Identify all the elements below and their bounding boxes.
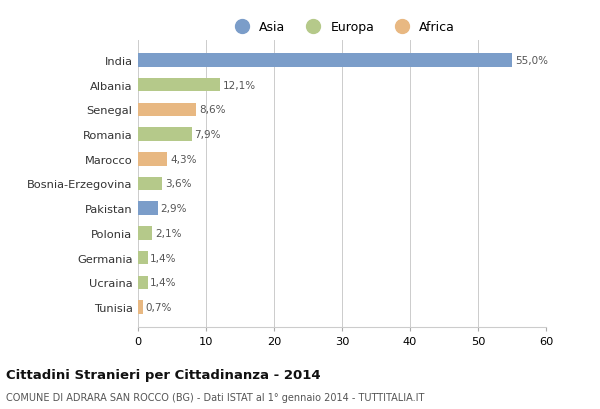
Text: 2,9%: 2,9% [160, 204, 187, 214]
Text: COMUNE DI ADRARA SAN ROCCO (BG) - Dati ISTAT al 1° gennaio 2014 - TUTTITALIA.IT: COMUNE DI ADRARA SAN ROCCO (BG) - Dati I… [6, 392, 424, 402]
Text: 8,6%: 8,6% [199, 105, 226, 115]
Text: 55,0%: 55,0% [515, 56, 548, 66]
Bar [138, 103, 196, 117]
Bar [138, 79, 220, 92]
Text: 2,1%: 2,1% [155, 228, 182, 238]
Text: 1,4%: 1,4% [150, 253, 177, 263]
Bar [138, 128, 192, 142]
Bar [138, 54, 512, 67]
Bar [138, 177, 163, 191]
Text: 0,7%: 0,7% [145, 302, 172, 312]
Bar [138, 301, 143, 314]
Bar [138, 227, 152, 240]
Text: Cittadini Stranieri per Cittadinanza - 2014: Cittadini Stranieri per Cittadinanza - 2… [6, 369, 320, 381]
Text: 3,6%: 3,6% [165, 179, 192, 189]
Bar [138, 153, 167, 166]
Bar [138, 202, 158, 216]
Text: 4,3%: 4,3% [170, 154, 196, 164]
Text: 7,9%: 7,9% [194, 130, 221, 140]
Text: 12,1%: 12,1% [223, 81, 256, 90]
Legend: Asia, Europa, Africa: Asia, Europa, Africa [227, 18, 458, 36]
Text: 1,4%: 1,4% [150, 278, 177, 288]
Bar [138, 276, 148, 290]
Bar [138, 251, 148, 265]
